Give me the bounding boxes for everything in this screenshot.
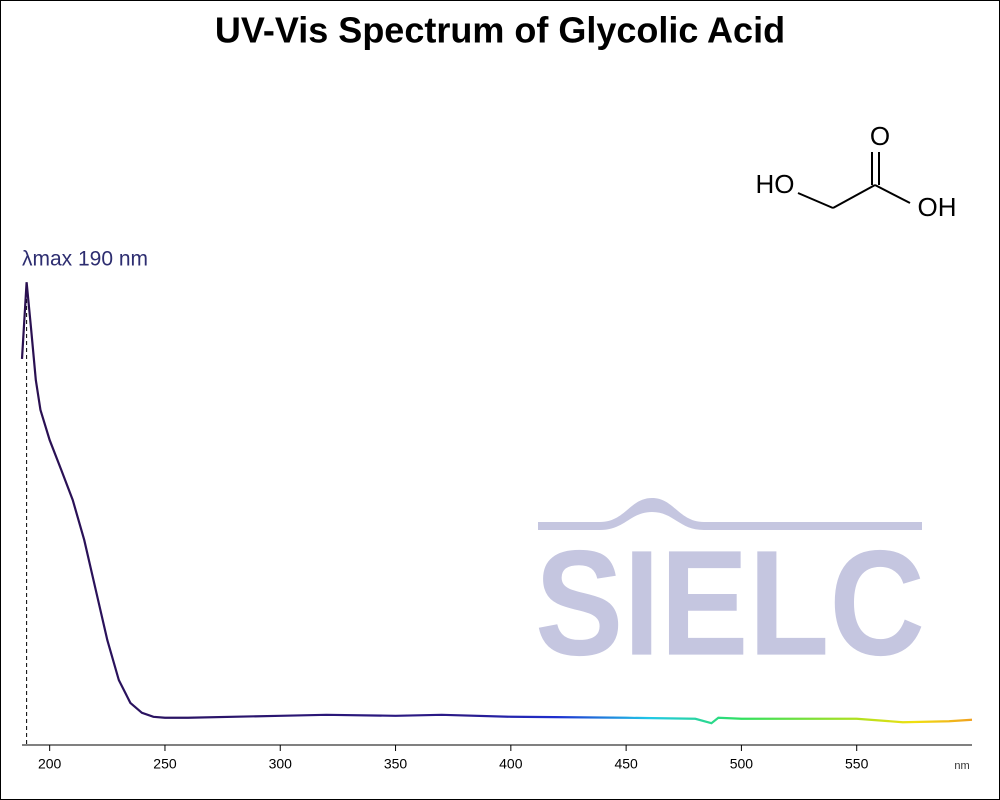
watermark-text: SIELC bbox=[535, 519, 925, 687]
chart-title: UV-Vis Spectrum of Glycolic Acid bbox=[215, 10, 785, 51]
atom-label: HO bbox=[756, 169, 795, 199]
x-tick-label: 500 bbox=[730, 756, 754, 772]
x-tick-label: 350 bbox=[384, 756, 408, 772]
x-tick-label: 200 bbox=[38, 756, 62, 772]
atom-label: O bbox=[870, 121, 890, 151]
bond bbox=[797, 192, 834, 209]
structure bbox=[797, 152, 911, 209]
x-tick-label: 300 bbox=[269, 756, 293, 772]
bond bbox=[874, 184, 911, 204]
watermark: SIELC bbox=[535, 498, 925, 687]
x-tick-label: 400 bbox=[499, 756, 523, 772]
atom-label: OH bbox=[918, 192, 957, 222]
x-tick-label: 450 bbox=[614, 756, 638, 772]
x-tick-label: 550 bbox=[845, 756, 869, 772]
annotation: λmax 190 nm bbox=[22, 248, 148, 271]
watermark-wave bbox=[538, 498, 922, 530]
x-tick-label: 250 bbox=[153, 756, 177, 772]
spectrum-line bbox=[20, 282, 973, 725]
bond bbox=[832, 184, 876, 209]
x-axis-label: nm bbox=[954, 760, 969, 772]
